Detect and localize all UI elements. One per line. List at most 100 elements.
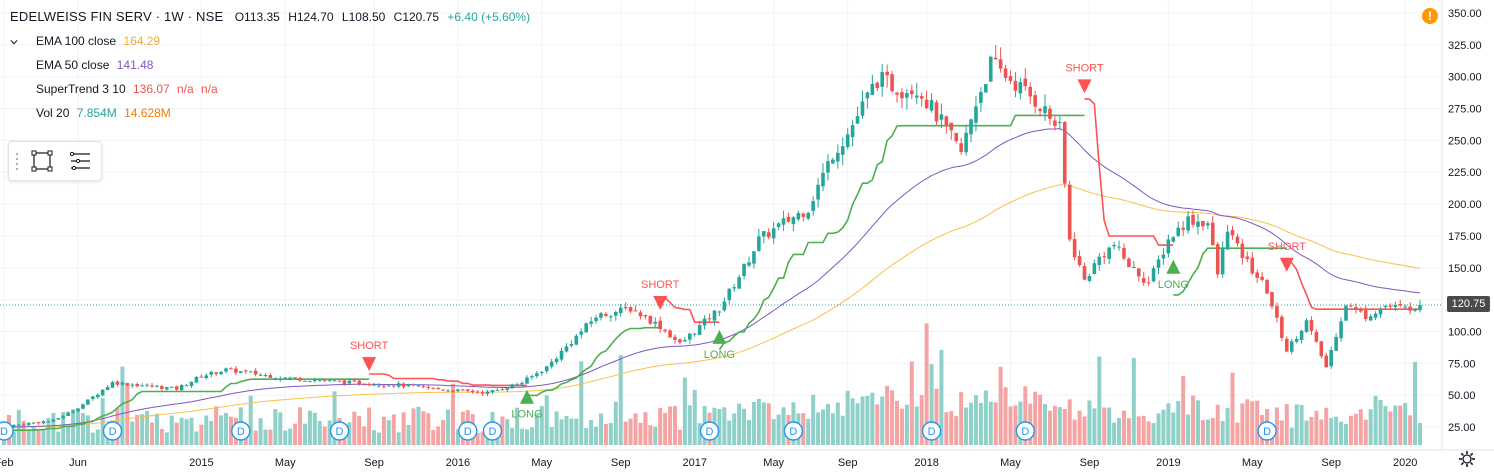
candle-body bbox=[623, 306, 628, 309]
volume-bar bbox=[1092, 408, 1097, 445]
x-tick-label: 2016 bbox=[446, 457, 470, 469]
drag-handle-icon[interactable] bbox=[15, 151, 19, 171]
symbol-title[interactable]: EDELWEISS FIN SERV · 1W · NSE bbox=[10, 9, 224, 24]
volume-bar bbox=[1225, 407, 1230, 445]
candle-body bbox=[1097, 256, 1102, 266]
volume-bar bbox=[524, 429, 529, 445]
volume-bar bbox=[357, 415, 362, 445]
volume-bar bbox=[1353, 413, 1358, 445]
y-tick-label: 300.00 bbox=[1448, 72, 1482, 84]
volume-bar bbox=[1299, 405, 1304, 445]
candle-body bbox=[490, 390, 495, 393]
volume-bar bbox=[697, 423, 702, 445]
candle-body bbox=[446, 390, 450, 392]
candle-body bbox=[431, 387, 436, 389]
candle-body bbox=[308, 381, 312, 383]
volume-bar bbox=[189, 417, 194, 445]
candle-body bbox=[515, 384, 519, 386]
y-tick-label: 175.00 bbox=[1448, 231, 1482, 243]
candle-body bbox=[1235, 236, 1240, 244]
volume-bar bbox=[219, 415, 224, 445]
candle-body bbox=[337, 380, 342, 382]
candle-body bbox=[140, 385, 144, 387]
candle-body bbox=[717, 311, 722, 313]
candle-body bbox=[910, 90, 914, 95]
volume-bar bbox=[347, 422, 352, 445]
volume-bar bbox=[648, 425, 653, 445]
x-tick-label: 2015 bbox=[189, 457, 213, 469]
volume-bar bbox=[771, 419, 776, 445]
volume-bar bbox=[1230, 372, 1235, 445]
candle-body bbox=[648, 316, 653, 324]
candle-body bbox=[1245, 256, 1250, 260]
volume-bar bbox=[1358, 409, 1363, 445]
volume-bar bbox=[816, 412, 821, 445]
dividend-marker-label: D bbox=[1263, 426, 1271, 438]
volume-bar bbox=[90, 432, 95, 445]
candle-body bbox=[219, 371, 223, 375]
volume-bar bbox=[806, 418, 811, 445]
volume-bar bbox=[1200, 420, 1205, 445]
y-tick-label: 25.00 bbox=[1448, 422, 1476, 434]
volume-bar bbox=[1052, 405, 1057, 445]
candle-body bbox=[401, 383, 406, 387]
candle-body bbox=[1299, 330, 1304, 341]
x-tick-label: May bbox=[763, 457, 784, 469]
candle-body bbox=[66, 412, 70, 416]
volume-bar bbox=[450, 383, 455, 445]
volume-bar bbox=[416, 406, 421, 445]
candle-body bbox=[1339, 321, 1343, 339]
volume-bar bbox=[865, 395, 870, 445]
ema100-legend-row[interactable]: EMA 100 close 164.29 bbox=[10, 30, 530, 54]
candle-body bbox=[535, 373, 539, 377]
volume-bar bbox=[598, 413, 603, 445]
candle-body bbox=[332, 380, 337, 382]
volume-bar bbox=[1388, 411, 1393, 445]
volume-legend-row[interactable]: Vol 20 7.854M 14.628M bbox=[10, 102, 530, 126]
chevron-down-icon[interactable] bbox=[10, 38, 18, 46]
candle-body bbox=[268, 374, 273, 379]
volume-bar bbox=[895, 400, 900, 445]
ohlc-change: +6.40 (+5.60%) bbox=[447, 10, 531, 24]
supertrend-legend-row[interactable]: SuperTrend 3 10 136.07 n/a n/a bbox=[10, 78, 530, 102]
volume-bar bbox=[406, 425, 411, 445]
dividend-marker-label: D bbox=[706, 426, 714, 438]
candle-body bbox=[1398, 304, 1403, 306]
ema50-legend-row[interactable]: EMA 50 close 141.48 bbox=[10, 54, 530, 78]
volume-bar bbox=[1245, 399, 1250, 445]
volume-bar bbox=[939, 349, 944, 445]
candle-body bbox=[964, 132, 968, 153]
candle-body bbox=[663, 329, 667, 332]
list-settings-button[interactable] bbox=[65, 146, 95, 176]
candle-body bbox=[500, 389, 505, 391]
gear-icon[interactable] bbox=[1458, 450, 1476, 468]
volume-bar bbox=[717, 409, 722, 445]
candle-body bbox=[1176, 227, 1181, 236]
candle-body bbox=[732, 287, 737, 289]
candle-body bbox=[1255, 272, 1259, 278]
y-tick-label: 50.00 bbox=[1448, 390, 1476, 402]
candle-body bbox=[56, 418, 61, 420]
volume-bar bbox=[505, 419, 510, 445]
volume-bar bbox=[130, 421, 135, 445]
rectangle-tool-button[interactable] bbox=[27, 146, 57, 176]
volume-bar bbox=[150, 422, 155, 445]
volume-bar bbox=[520, 428, 525, 445]
volume-bar bbox=[386, 420, 391, 445]
long-signal-triangle bbox=[712, 329, 727, 344]
volume-bar bbox=[677, 429, 682, 445]
candle-body bbox=[86, 399, 90, 405]
volume-bar bbox=[1102, 407, 1107, 445]
alert-icon[interactable]: ! bbox=[1422, 8, 1438, 24]
volume-bar bbox=[253, 430, 258, 445]
volume-bar bbox=[1304, 420, 1309, 445]
candle-body bbox=[702, 318, 707, 326]
candle-body bbox=[115, 381, 120, 385]
volume-bar bbox=[1319, 419, 1324, 445]
candle-body bbox=[1058, 122, 1062, 124]
candle-body bbox=[357, 380, 362, 385]
x-tick-label: May bbox=[275, 457, 296, 469]
volume-bar bbox=[441, 420, 446, 445]
candle-body bbox=[895, 92, 899, 95]
